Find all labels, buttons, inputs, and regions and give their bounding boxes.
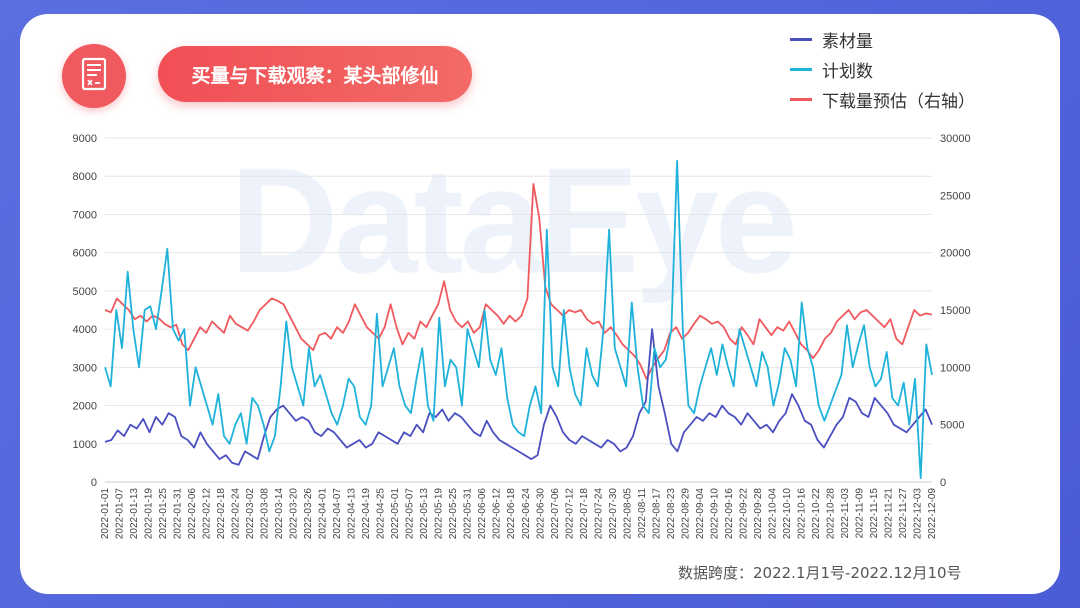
x-tick-label: 2022-05-19 (434, 488, 445, 540)
x-tick-label: 2022-11-15 (869, 488, 880, 539)
x-tick-label: 2022-11-27 (898, 488, 909, 539)
y-left-tick-label: 3000 (73, 362, 97, 374)
x-tick-label: 2022-06-24 (521, 488, 532, 540)
x-tick-label: 2022-11-03 (840, 488, 851, 539)
y-left-tick-label: 5000 (73, 286, 97, 298)
x-tick-label: 2022-01-01 (100, 488, 111, 540)
x-tick-label: 2022-04-13 (347, 488, 358, 540)
legend-swatch-plans (790, 67, 812, 71)
x-tick-label: 2022-10-28 (825, 488, 836, 540)
chart-legend: 素材量 计划数 下载量预估（右轴） (790, 24, 975, 114)
y-left-tick-label: 6000 (73, 248, 97, 260)
legend-item-materials: 素材量 (790, 24, 975, 54)
x-tick-label: 2022-01-25 (158, 488, 169, 540)
y-left-tick-label: 0 (91, 477, 97, 489)
series-line-downloads (104, 182, 933, 380)
y-left-tick-label: 1000 (73, 439, 97, 451)
series-line-plans (104, 159, 933, 480)
card-panel: DataEye (20, 14, 1060, 594)
legend-item-plans: 计划数 (790, 54, 975, 84)
x-tick-label: 2022-08-05 (622, 488, 633, 540)
x-tick-label: 2022-01-13 (129, 488, 140, 540)
x-tick-label: 2022-09-28 (753, 488, 764, 540)
x-tick-label: 2022-01-31 (173, 488, 184, 540)
page-title: 买量与下载观察：某头部修仙 (158, 46, 472, 102)
y-right-tick-label: 0 (940, 477, 946, 489)
x-tick-label: 2022-02-24 (231, 488, 242, 540)
y-right-tick-label: 30000 (940, 133, 971, 145)
x-tick-label: 2022-02-12 (202, 488, 213, 540)
x-tick-label: 2022-04-07 (332, 488, 343, 540)
x-tick-label: 2022-08-29 (680, 488, 691, 540)
series-line-materials (104, 328, 933, 466)
x-tick-label: 2022-04-25 (376, 488, 387, 540)
x-tick-label: 2022-05-31 (463, 488, 474, 540)
x-tick-label: 2022-07-24 (593, 488, 604, 540)
x-tick-label: 2022-05-25 (448, 488, 459, 540)
y-left-tick-label: 2000 (73, 401, 97, 413)
legend-label-materials: 素材量 (822, 31, 873, 52)
x-tick-label: 2022-07-18 (579, 488, 590, 540)
x-tick-label: 2022-06-30 (535, 488, 546, 540)
x-tick-label: 2022-07-06 (550, 488, 561, 540)
x-tick-label: 2022-08-11 (637, 488, 648, 539)
x-tick-label: 2022-10-04 (767, 488, 778, 540)
x-tick-label: 2022-05-07 (405, 488, 416, 540)
x-tick-label: 2022-10-16 (796, 488, 807, 540)
x-tick-label: 2022-03-02 (245, 488, 256, 540)
logo-badge (62, 44, 126, 108)
x-tick-label: 2022-02-18 (216, 488, 227, 540)
x-tick-label: 2022-03-08 (260, 488, 271, 540)
x-tick-label: 2022-01-07 (115, 488, 126, 540)
x-tick-label: 2022-03-26 (303, 488, 314, 540)
x-tick-label: 2022-12-03 (912, 488, 923, 540)
x-tick-label: 2022-04-19 (361, 488, 372, 540)
x-tick-label: 2022-06-12 (492, 488, 503, 540)
legend-item-downloads: 下载量预估（右轴） (790, 84, 975, 114)
x-tick-label: 2022-09-16 (724, 488, 735, 540)
y-left-tick-label: 4000 (73, 324, 97, 336)
y-left-tick-label: 8000 (73, 171, 97, 183)
x-tick-label: 2022-03-20 (289, 488, 300, 540)
watermark: DataEye (230, 136, 798, 304)
document-icon (81, 57, 107, 91)
x-tick-label: 2022-05-01 (390, 488, 401, 540)
x-tick-label: 2022-10-10 (782, 488, 793, 540)
x-tick-label: 2022-02-06 (187, 488, 198, 540)
x-tick-label: 2022-10-22 (811, 488, 822, 540)
y-right-tick-label: 20000 (940, 248, 971, 260)
y-right-tick-label: 5000 (940, 420, 964, 432)
y-right-tick-label: 10000 (940, 362, 971, 374)
legend-swatch-downloads (790, 97, 812, 101)
x-tick-label: 2022-11-09 (854, 488, 865, 539)
data-range-note: 数据跨度：2022.1月1号-2022.12月10号 (678, 564, 962, 582)
x-tick-label: 2022-01-19 (144, 488, 155, 540)
legend-swatch-materials (790, 37, 812, 41)
legend-label-plans: 计划数 (822, 61, 873, 82)
x-tick-label: 2022-09-04 (695, 488, 706, 540)
y-left-tick-label: 9000 (73, 133, 97, 145)
x-tick-label: 2022-07-12 (564, 488, 575, 540)
x-tick-label: 2022-11-21 (883, 488, 894, 539)
x-tick-label: 2022-09-22 (738, 488, 749, 540)
x-tick-label: 2022-07-30 (608, 488, 619, 540)
x-tick-label: 2022-09-10 (709, 488, 720, 540)
x-tick-label: 2022-12-09 (927, 488, 938, 540)
x-tick-label: 2022-08-17 (651, 488, 662, 540)
y-left-tick-label: 7000 (73, 209, 97, 221)
x-tick-label: 2022-03-14 (274, 488, 285, 540)
y-right-tick-label: 25000 (940, 190, 971, 202)
x-tick-label: 2022-08-23 (666, 488, 677, 540)
x-tick-label: 2022-04-01 (318, 488, 329, 540)
x-tick-label: 2022-05-13 (419, 488, 430, 540)
y-right-tick-label: 15000 (940, 305, 971, 317)
legend-label-downloads: 下载量预估（右轴） (822, 91, 975, 112)
x-tick-label: 2022-06-06 (477, 488, 488, 540)
page-title-text: 买量与下载观察：某头部修仙 (191, 64, 439, 87)
x-tick-label: 2022-06-18 (506, 488, 517, 540)
